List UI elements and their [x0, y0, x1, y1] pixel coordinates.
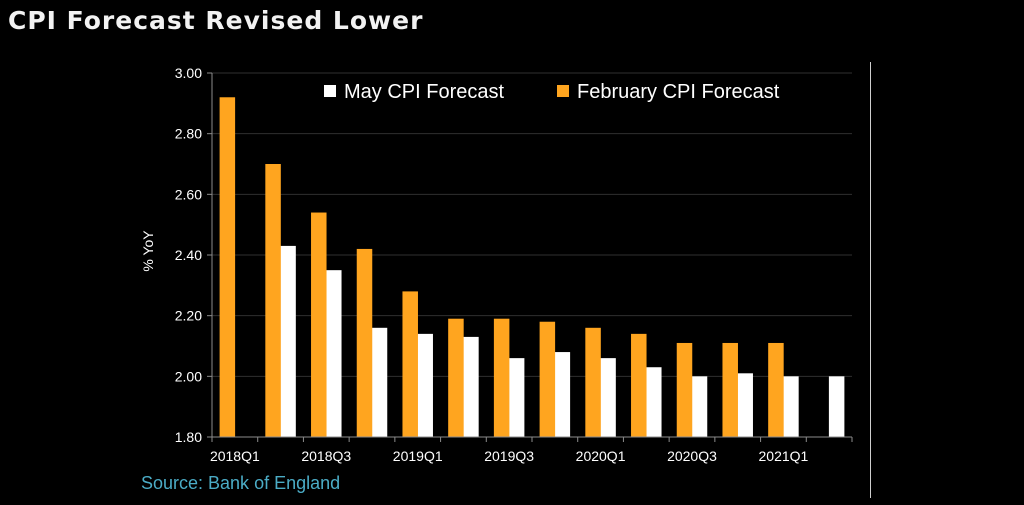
- x-tick-label: 2021Q1: [759, 448, 809, 464]
- may-bar: [600, 358, 616, 437]
- legend-swatch: [324, 85, 336, 97]
- y-tick-label: 2.80: [175, 126, 202, 142]
- axes: 1.80 2.00 2.20 2.40 2.60 2.80 3.00 2018Q1 2018Q3…: [140, 65, 853, 464]
- x-tick-label: 2020Q1: [576, 448, 626, 464]
- gridlines: [212, 72, 852, 377]
- y-tick-label: 1.80: [175, 429, 202, 445]
- february-bar: [311, 212, 327, 437]
- x-tick-label: 2019Q3: [484, 448, 534, 464]
- legend-label: May CPI Forecast: [344, 81, 504, 103]
- may-bar: [463, 336, 479, 437]
- february-bar: [676, 342, 693, 437]
- x-tick-label: 2018Q3: [301, 448, 351, 464]
- chart-title: CPI Forecast Revised Lower: [8, 6, 424, 35]
- february-bar: [402, 291, 418, 437]
- chart-frame-edge: [870, 62, 871, 498]
- february-bar: [768, 342, 784, 437]
- february-bar: [585, 327, 601, 437]
- may-bar: [828, 376, 845, 437]
- x-tick-label: 2020Q3: [667, 448, 717, 464]
- may-bar: [280, 245, 296, 437]
- february-bar: [722, 342, 738, 437]
- february-bar: [219, 97, 236, 438]
- legend: May CPI Forecast February CPI Forecast: [324, 81, 780, 103]
- may-bar: [646, 367, 662, 437]
- may-bar: [508, 358, 525, 437]
- february-bar: [539, 321, 556, 437]
- february-bar: [631, 333, 647, 437]
- x-tick-label: 2018Q1: [210, 448, 260, 464]
- may-bar: [737, 373, 753, 437]
- legend-label: February CPI Forecast: [577, 81, 780, 103]
- source-note: Source: Bank of England: [141, 473, 341, 493]
- y-tick-label: 3.00: [175, 65, 202, 81]
- x-tick-label: 2019Q1: [393, 448, 443, 464]
- february-bar: [265, 164, 281, 437]
- legend-swatch: [557, 85, 569, 97]
- y-tick-label: 2.20: [175, 308, 202, 324]
- may-bar: [371, 327, 388, 437]
- may-bar: [326, 270, 342, 437]
- y-tick-label: 2.60: [175, 186, 202, 202]
- february-bar: [493, 318, 510, 437]
- may-bar: [554, 352, 571, 437]
- may-bar: [417, 333, 433, 437]
- bars: [219, 97, 845, 438]
- y-tick-label: 2.40: [175, 247, 202, 263]
- february-bar: [448, 318, 464, 437]
- y-axis-label: % YoY: [140, 230, 156, 272]
- february-bar: [356, 248, 373, 437]
- may-bar: [691, 376, 708, 437]
- y-tick-label: 2.00: [175, 368, 202, 384]
- may-bar: [783, 376, 799, 437]
